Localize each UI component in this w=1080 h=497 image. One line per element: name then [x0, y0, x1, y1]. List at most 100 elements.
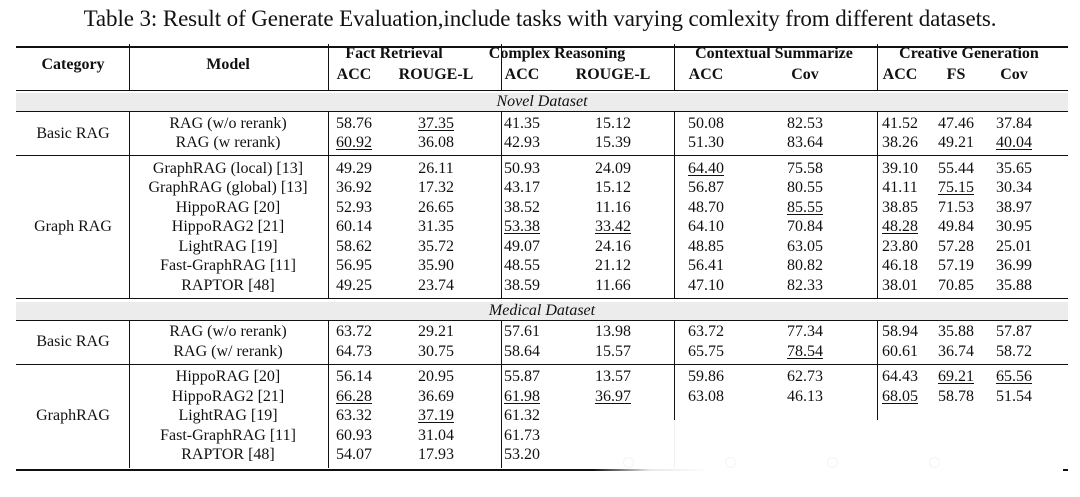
table-cell: 70.85	[938, 276, 974, 294]
model-name: RAG (w/o rerank)	[169, 114, 287, 132]
table-cell: 60.14	[336, 218, 372, 236]
table-cell: 35.90	[418, 257, 454, 275]
table-cell: 35.88	[938, 323, 974, 341]
table-cell: 49.84	[938, 218, 974, 236]
section-title: Medical Dataset	[488, 301, 596, 319]
table-cell: 20.95	[418, 368, 454, 386]
column-divider	[501, 111, 502, 299]
table-cell: 47.46	[938, 114, 974, 132]
table-bottom-rule	[16, 469, 1068, 471]
table-cell: 30.34	[996, 179, 1032, 197]
table-cell: 15.57	[595, 342, 631, 360]
table-cell: 63.72	[688, 323, 724, 341]
table-cell: 13.57	[595, 368, 631, 386]
table-cell: 35.65	[996, 159, 1032, 177]
table-cell: 31.35	[418, 218, 454, 236]
model-name: RAPTOR [48]	[181, 446, 275, 464]
table-cell: 15.12	[595, 179, 631, 197]
model-name: LightRAG [19]	[178, 237, 278, 255]
model-name: HippoRAG [20]	[175, 368, 281, 386]
header-category: Category	[41, 56, 105, 73]
table-cell: 51.54	[996, 387, 1032, 405]
header-metric-6: Cov	[791, 66, 819, 83]
table-cell: 51.30	[688, 134, 724, 152]
model-name: RAG (w rerank)	[175, 134, 281, 152]
table-cell: 46.18	[882, 257, 918, 275]
category-label: Basic RAG	[36, 333, 110, 350]
model-name: Fast-GraphRAG [11]	[160, 257, 296, 275]
table-cell: 21.12	[595, 257, 631, 275]
table-cell: 70.84	[787, 218, 823, 236]
table-cell: 58.62	[336, 237, 372, 255]
header-model: Model	[206, 56, 250, 73]
table-cell: 36.92	[336, 179, 372, 197]
model-name: HippoRAG2 [21]	[171, 387, 285, 405]
table-cell: 50.93	[504, 159, 540, 177]
table-cell: 60.92	[336, 134, 372, 152]
column-divider	[501, 44, 502, 90]
table-cell: 48.55	[504, 257, 540, 275]
column-divider	[877, 111, 878, 299]
table-cell: 11.66	[595, 276, 631, 294]
table-cell: 53.20	[504, 446, 540, 464]
table-cell: 13.98	[595, 323, 631, 341]
table-cell: 83.64	[787, 134, 823, 152]
group-rule	[16, 363, 1068, 365]
column-divider	[674, 319, 675, 468]
column-divider	[129, 44, 130, 90]
table-cell: 17.32	[418, 179, 454, 197]
table-cell: 56.41	[688, 257, 724, 275]
header-group-2: Complex Reasoning	[488, 45, 626, 62]
section-band	[16, 301, 1068, 320]
table-cell: 58.76	[336, 114, 372, 132]
table-cell: 64.10	[688, 218, 724, 236]
table-cell: 43.17	[504, 179, 540, 197]
model-name: HippoRAG2 [21]	[171, 218, 285, 236]
column-divider	[328, 111, 329, 299]
table-cell: 50.08	[688, 114, 724, 132]
model-name: RAG (w/ rerank)	[173, 342, 283, 360]
loading-dot	[828, 458, 837, 467]
table-cell: 38.01	[882, 276, 918, 294]
table-top-rule	[16, 46, 1068, 48]
table-cell: 61.32	[504, 407, 540, 425]
table-cell: 17.93	[418, 446, 454, 464]
section-title-rule	[16, 111, 1068, 112]
header-metric-5: ACC	[688, 66, 724, 83]
group-rule	[16, 155, 1068, 156]
table-cell: 61.73	[504, 426, 540, 444]
table-cell: 49.29	[336, 159, 372, 177]
table-cell: 57.87	[996, 323, 1032, 341]
table-cell: 39.10	[882, 159, 918, 177]
table-cell: 69.21	[938, 368, 974, 386]
table-cell: 58.64	[504, 342, 540, 360]
table-cell: 56.95	[336, 257, 372, 275]
table-cell: 52.93	[336, 198, 372, 216]
table-cell: 75.15	[938, 179, 974, 197]
table-cell: 55.87	[504, 368, 540, 386]
table-cell: 41.11	[882, 179, 918, 197]
table-cell: 35.72	[418, 237, 454, 255]
model-name: RAG (w/o rerank)	[169, 323, 287, 341]
table-cell: 63.32	[336, 407, 372, 425]
header-group-4: Creative Generation	[899, 45, 1039, 62]
table-cell: 82.53	[787, 114, 823, 132]
table-cell: 30.95	[996, 218, 1032, 236]
table-cell: 56.87	[688, 179, 724, 197]
column-divider	[674, 44, 675, 90]
table-cell: 55.44	[938, 159, 974, 177]
table-cell: 11.16	[595, 198, 631, 216]
table-cell: 60.93	[336, 426, 372, 444]
table-cell: 47.10	[688, 276, 724, 294]
column-divider	[877, 44, 878, 90]
table-cell: 15.12	[595, 114, 631, 132]
column-divider	[129, 319, 130, 468]
table-cell: 58.72	[996, 342, 1032, 360]
table-cell: 59.86	[688, 368, 724, 386]
table-caption: Table 3: Result of Generate Evaluation,i…	[83, 6, 997, 31]
column-divider	[501, 319, 502, 468]
table-cell: 62.73	[787, 368, 823, 386]
header-group-1: Fact Retrieval	[345, 45, 443, 62]
table-cell: 58.94	[882, 323, 918, 341]
table-cell: 58.78	[938, 387, 974, 405]
